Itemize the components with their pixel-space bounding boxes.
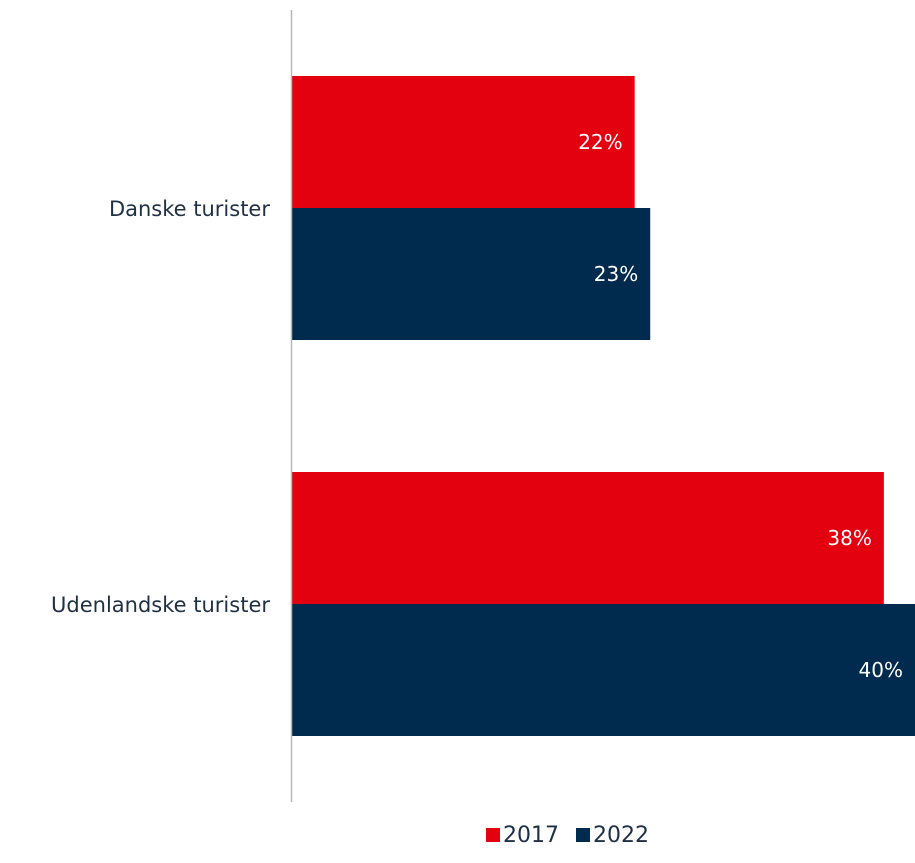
data-label-2022-1: 40% [859,658,903,682]
legend-label-2017: 2017 [503,823,559,848]
data-label-2017-1: 38% [827,526,871,550]
bar-2022-0 [292,208,651,340]
legend: 2017 2022 [486,823,649,848]
category-label-1: Udenlandske turister [51,593,270,617]
bar-2017-0 [292,76,635,208]
data-label-2022-0: 23% [594,262,638,286]
legend-swatch-2022 [576,828,590,842]
bars-group: 22% 23% 38% 40% [292,76,915,736]
data-label-2017-0: 22% [578,130,622,154]
bar-2017-1 [292,472,884,604]
bar-2022-1 [292,604,915,736]
legend-label-2022: 2022 [593,823,649,848]
category-label-0: Danske turister [109,197,270,221]
legend-swatch-2017 [486,828,500,842]
category-labels: Danske turister Udenlandske turister [51,197,270,617]
